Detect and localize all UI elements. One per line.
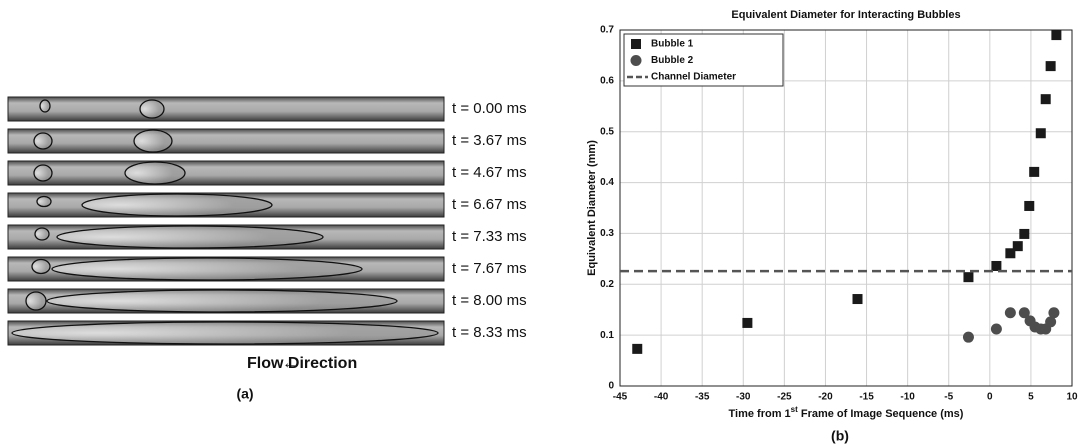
point <box>963 272 974 283</box>
caption-a: (a) <box>236 386 253 402</box>
bubble-outline <box>25 291 47 311</box>
point <box>1051 30 1062 41</box>
bubble-outline <box>39 99 51 113</box>
y-tick-label: 0.2 <box>600 279 614 290</box>
point <box>632 343 643 354</box>
frame-label: t = 6.67 ms <box>452 196 527 213</box>
x-tick-label: -25 <box>777 392 792 403</box>
x-axis-label: Time from 1st Frame of Image Sequence (m… <box>729 405 964 420</box>
x-tick-label: -10 <box>900 392 915 403</box>
frame-label: t = 7.33 ms <box>452 228 527 245</box>
x-tick-label: -20 <box>818 392 833 403</box>
x-tick-label: 0 <box>987 392 993 403</box>
y-tick-label: 0.6 <box>600 75 614 86</box>
point <box>1040 94 1051 105</box>
point <box>962 331 974 343</box>
x-tick-label: -40 <box>654 392 669 403</box>
x-tick-label: 5 <box>1028 392 1034 403</box>
legend-label: Bubble 1 <box>651 39 694 50</box>
y-tick-label: 0.3 <box>600 228 614 239</box>
x-tick-label: -5 <box>944 392 953 403</box>
flow-arrow: ← <box>282 355 298 372</box>
bubble-outline <box>11 321 439 345</box>
channel-image <box>7 160 445 186</box>
point <box>1004 307 1016 319</box>
point <box>1035 128 1046 139</box>
bubble-outline <box>33 164 53 182</box>
legend-label: Channel Diameter <box>651 72 736 83</box>
bubble-outline <box>36 195 52 208</box>
frame-label: t = 8.33 ms <box>452 324 527 341</box>
point <box>1012 241 1023 252</box>
legend-box <box>623 33 784 87</box>
point <box>1019 228 1030 239</box>
bubble-outline <box>56 225 324 249</box>
y-tick-label: 0 <box>608 381 614 392</box>
bubble-outline <box>133 129 173 153</box>
point <box>742 317 753 328</box>
bubble-outline <box>124 161 186 185</box>
point <box>1048 307 1060 319</box>
legend-marker <box>631 39 641 49</box>
chart-title: Equivalent Diameter for Interacting Bubb… <box>731 9 960 21</box>
frame-label: t = 0.00 ms <box>452 100 527 117</box>
point <box>991 260 1002 271</box>
point <box>1005 248 1016 259</box>
bubble-outline <box>33 132 53 150</box>
flow-label: Flow Direction <box>247 355 357 372</box>
bubble-outline <box>31 258 51 275</box>
point <box>1018 307 1030 319</box>
x-tick-label: 10 <box>1066 392 1078 403</box>
x-tick-label: -30 <box>736 392 751 403</box>
frame-label: t = 3.67 ms <box>452 132 527 149</box>
x-tick-label: -15 <box>859 392 874 403</box>
x-tick-label: -45 <box>613 392 628 403</box>
bubble-outline <box>51 257 363 281</box>
y-tick-label: 0.5 <box>600 126 614 137</box>
legend-marker <box>630 55 642 66</box>
point <box>1045 61 1056 72</box>
frame-label: t = 7.67 ms <box>452 260 527 277</box>
y-tick-label: 0.4 <box>600 177 614 188</box>
point <box>1024 200 1035 211</box>
channel-image <box>7 96 445 122</box>
y-tick-label: 0.7 <box>600 25 614 36</box>
point <box>1029 166 1040 177</box>
caption-b: (b) <box>831 428 849 444</box>
y-tick-label: 0.1 <box>600 330 614 341</box>
frame-label: t = 4.67 ms <box>452 164 527 181</box>
channel-image <box>7 128 445 154</box>
y-axis-label: Equivalent Diameter (mm) <box>586 140 598 276</box>
bubble-outline <box>46 289 398 313</box>
x-tick-label: -35 <box>695 392 710 403</box>
point <box>852 294 863 305</box>
point <box>1045 316 1057 328</box>
bubble-outline <box>81 193 273 217</box>
bubble-outline <box>139 99 165 119</box>
legend-label: Bubble 2 <box>651 55 694 66</box>
plot-frame <box>619 29 1073 387</box>
point <box>990 323 1002 335</box>
bubble-outline <box>34 227 50 241</box>
frame-label: t = 8.00 ms <box>452 292 527 309</box>
panel-a: t = 0.00 ms t = 3.67 ms t = 4.67 ms t = 6.6… <box>7 96 527 346</box>
